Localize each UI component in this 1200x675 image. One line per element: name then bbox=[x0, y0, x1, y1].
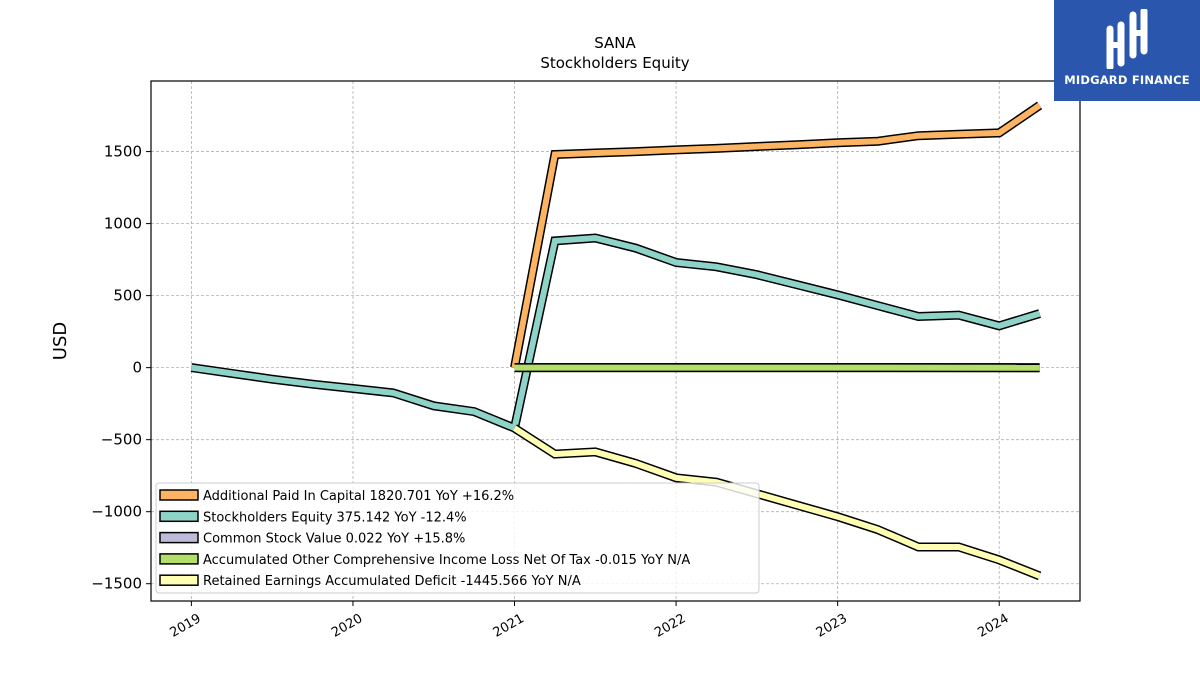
series-retained-earnings-accumulated-deficit bbox=[512, 424, 1042, 581]
y-tick-label: 500 bbox=[113, 287, 142, 305]
plot-frame bbox=[150, 80, 1081, 602]
y-tick-label: −1500 bbox=[91, 575, 142, 593]
series-line bbox=[190, 234, 1041, 433]
legend-swatch bbox=[159, 574, 199, 586]
legend-entry: Common Stock Value 0.022 YoY +15.8% bbox=[203, 532, 465, 547]
legend: Additional Paid In Capital 1820.701 YoY … bbox=[155, 482, 760, 594]
y-tick-label: 0 bbox=[132, 359, 142, 377]
midgard-logo-icon bbox=[1106, 9, 1148, 69]
legend-entry: Additional Paid In Capital 1820.701 YoY … bbox=[203, 489, 514, 504]
legend-entry: Accumulated Other Comprehensive Income L… bbox=[203, 553, 690, 568]
legend-box bbox=[155, 482, 760, 594]
x-tick-label: 2022 bbox=[652, 611, 688, 641]
brand-name: MIDGARD FINANCE bbox=[1064, 73, 1190, 87]
legend-swatch bbox=[159, 510, 199, 523]
y-axis-label: USD bbox=[50, 322, 71, 360]
series-lines bbox=[190, 101, 1043, 581]
y-tick-label: −500 bbox=[101, 431, 142, 449]
y-tick-label: 1500 bbox=[104, 143, 142, 161]
chart-subtitle: Stockholders Equity bbox=[540, 54, 689, 72]
x-tick-label: 2021 bbox=[491, 611, 527, 641]
grid bbox=[151, 81, 1080, 601]
y-tick-label: 1000 bbox=[104, 215, 142, 233]
x-tick-label: 2023 bbox=[814, 611, 850, 641]
x-tick-label: 2024 bbox=[975, 611, 1011, 641]
chart-title: SANA bbox=[594, 34, 636, 52]
legend-swatch bbox=[159, 489, 199, 501]
series-additional-paid-in-capital bbox=[510, 101, 1043, 369]
series-stockholders-equity bbox=[190, 233, 1041, 435]
series-outline bbox=[190, 233, 1041, 435]
legend-swatch bbox=[159, 531, 199, 544]
legend-entry: Stockholders Equity 375.142 YoY -12.4% bbox=[203, 510, 467, 525]
y-tick-label: −1000 bbox=[91, 503, 142, 521]
brand-logo: MIDGARD FINANCE bbox=[1054, 0, 1200, 101]
legend-swatch bbox=[159, 553, 199, 565]
x-tick-label: 2020 bbox=[329, 611, 365, 641]
x-tick-label: 2019 bbox=[168, 611, 204, 641]
legend-entry: Retained Earnings Accumulated Deficit -1… bbox=[203, 574, 581, 589]
series-line bbox=[512, 425, 1041, 579]
series-line bbox=[511, 102, 1042, 369]
